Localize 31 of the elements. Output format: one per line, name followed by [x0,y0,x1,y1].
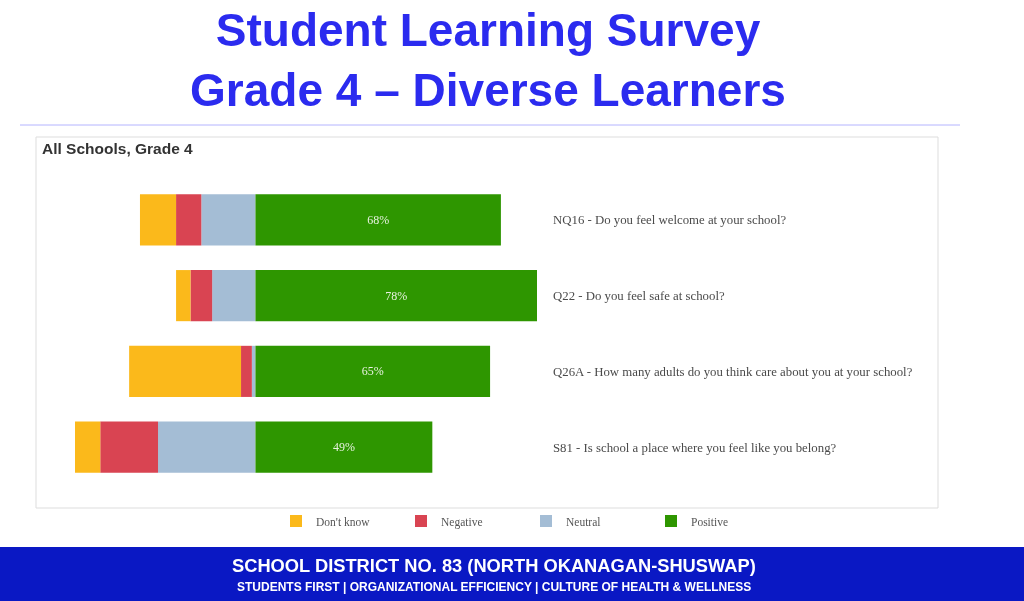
bar [255,345,491,397]
text: STUDENTS FIRST | ORGANIZATIONAL EFFICIENCY | CULTURE OF HEALTH & WELLNESS [237,580,752,594]
data-label: 65% [361,364,384,379]
y-tick-label: NQ16 - Do you feel welcome at your school? [553,213,787,228]
data-label: 49% [332,440,355,455]
data-label: 78% [385,288,408,303]
bar [255,421,433,473]
y-tick-label: Q26A - How many adults do you think care about you at your school? [553,364,913,379]
bar [201,194,256,246]
bar [100,421,159,473]
bar [75,421,101,473]
bar [190,270,213,322]
text: SCHOOL DISTRICT NO. 83 (NORTH OKANAGAN-SHUSWAP) [232,555,756,576]
chart-subtitle: All Schools, Grade 4 [42,140,194,157]
bar [176,270,191,322]
legend-label: Positive [691,515,729,528]
legend-label: Don't know [316,515,371,528]
bar [176,194,202,246]
bar [158,421,256,473]
legend-label: Neutral [566,515,601,528]
data-label: 68% [367,212,390,227]
bar [129,345,242,397]
bar [255,194,501,246]
bar [241,345,252,397]
y-tick-label: Q22 - Do you feel safe at school? [553,289,725,304]
legend-label: Negative [441,515,483,529]
bar [139,194,177,246]
chart-title: Student Learning Survey Grade 4 – Diverse Learners [190,4,786,116]
bar [255,270,537,322]
bar [212,270,256,322]
y-tick-label: S81 - Is school a place where you feel like you belong? [553,440,837,455]
